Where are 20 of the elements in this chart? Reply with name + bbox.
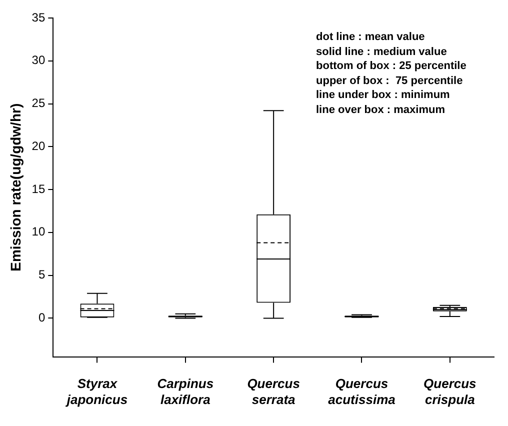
x-tick-label: Carpinus laxiflora (157, 376, 214, 407)
y-tick-label: 35 (32, 10, 46, 24)
annotation: bottom of box : 25 percentile (316, 59, 466, 74)
x-tick-label: Quercus crispula (424, 376, 476, 407)
annotation: line over box : maximum (316, 102, 446, 118)
y-tick-label: 10 (32, 224, 46, 239)
x-tick-label: Quercus serrata (247, 376, 300, 407)
y-tick-label: 15 (32, 182, 46, 196)
x-tick-label: Styrax japonicus (64, 376, 128, 407)
y-tick-label: 0 (38, 310, 46, 325)
annotation: dot line : mean value (316, 30, 426, 45)
x-tick-label: Quercus acutissima (328, 376, 396, 407)
annotation: solid line : medium value (316, 44, 448, 60)
y-axis-title: Emission rate(ug/gdw/hr) (7, 103, 24, 272)
y-tick-label: 25 (32, 96, 46, 110)
y-tick-label: 5 (38, 268, 46, 282)
annotation: upper of box : 75 percentile (316, 74, 464, 88)
annotation: line under box : minimum (316, 88, 451, 103)
y-tick-label: 30 (32, 53, 46, 68)
y-tick-label: 20 (32, 138, 46, 153)
